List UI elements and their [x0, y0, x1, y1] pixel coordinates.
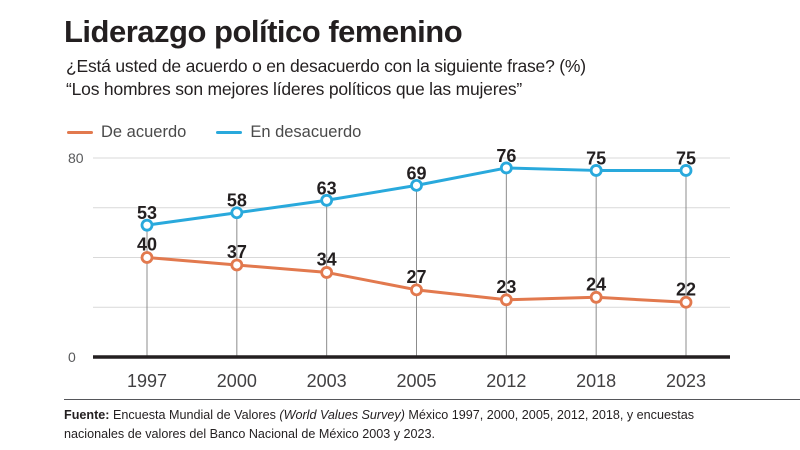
survey-question: ¿Está usted de acuerdo o en desacuerdo c… [66, 56, 586, 76]
x-axis-label: 1997 [127, 371, 167, 391]
data-point-label: 69 [406, 163, 426, 183]
data-point-marker [499, 161, 513, 175]
legend-item-en-desacuerdo: En desacuerdo [216, 123, 361, 142]
data-point-label: 40 [137, 235, 157, 255]
legend-swatch-en-desacuerdo [216, 130, 243, 135]
data-point-label: 23 [496, 277, 516, 297]
y-tick-label: 80 [68, 150, 84, 166]
data-point-label: 76 [496, 146, 516, 166]
data-point-label: 34 [317, 249, 337, 269]
source-text-1: Encuesta Mundial de Valores [109, 408, 280, 422]
data-point-marker [410, 283, 423, 297]
data-point-marker [679, 164, 693, 177]
data-point-marker [589, 290, 603, 304]
data-point-label: 24 [586, 274, 606, 294]
source-note: Fuente: Encuesta Mundial de Valores (Wor… [64, 399, 800, 444]
y-tick-label: 0 [68, 349, 76, 365]
data-point-marker [140, 218, 154, 232]
data-point-label: 63 [317, 178, 337, 198]
data-point-label: 58 [227, 191, 247, 211]
data-point-marker [410, 178, 423, 192]
data-point-marker [679, 295, 693, 309]
chart: 0 80 40 37 34 27 23 24 22 53 58 63 69 76 75 75 1997 2000 2… [68, 146, 730, 391]
legend-label-en-desacuerdo: En desacuerdo [250, 123, 362, 141]
source-text-italic: (World Values Survey) [279, 408, 405, 422]
page-title: Liderazgo político femenino [64, 14, 463, 49]
data-point-label: 53 [137, 203, 157, 223]
x-axis-label: 2012 [486, 371, 526, 391]
legend: De acuerdo En desacuerdo [67, 123, 361, 142]
data-point-marker [230, 258, 244, 272]
x-axis-label: 2003 [307, 371, 347, 391]
data-point-marker [499, 293, 513, 307]
source-text-2a: México 1997, 2000, 2005, 2012, 2018, y e… [404, 408, 695, 422]
data-point-label: 22 [676, 279, 696, 299]
data-point-marker [230, 206, 244, 220]
data-point-marker [140, 251, 154, 264]
legend-item-de-acuerdo: De acuerdo [67, 123, 186, 142]
survey-statement: “Los hombres son mejores líderes polític… [66, 79, 523, 99]
legend-label-de-acuerdo: De acuerdo [101, 123, 187, 141]
data-point-marker [320, 193, 334, 207]
x-axis-label: 2005 [396, 371, 436, 391]
x-axis-label: 2018 [576, 371, 616, 391]
data-point-marker [589, 164, 603, 177]
data-point-label: 27 [406, 267, 426, 287]
legend-swatch-de-acuerdo [67, 130, 93, 135]
source-label: Fuente: [64, 408, 110, 422]
data-point-label: 75 [676, 148, 696, 168]
x-axis-label: 2000 [217, 371, 257, 391]
source-text-2b: nacionales de valores del Banco Nacional… [64, 426, 436, 441]
x-axis-label: 2023 [666, 371, 706, 391]
data-point-label: 75 [586, 148, 606, 168]
data-point-marker [320, 266, 334, 279]
data-point-label: 37 [227, 242, 247, 262]
